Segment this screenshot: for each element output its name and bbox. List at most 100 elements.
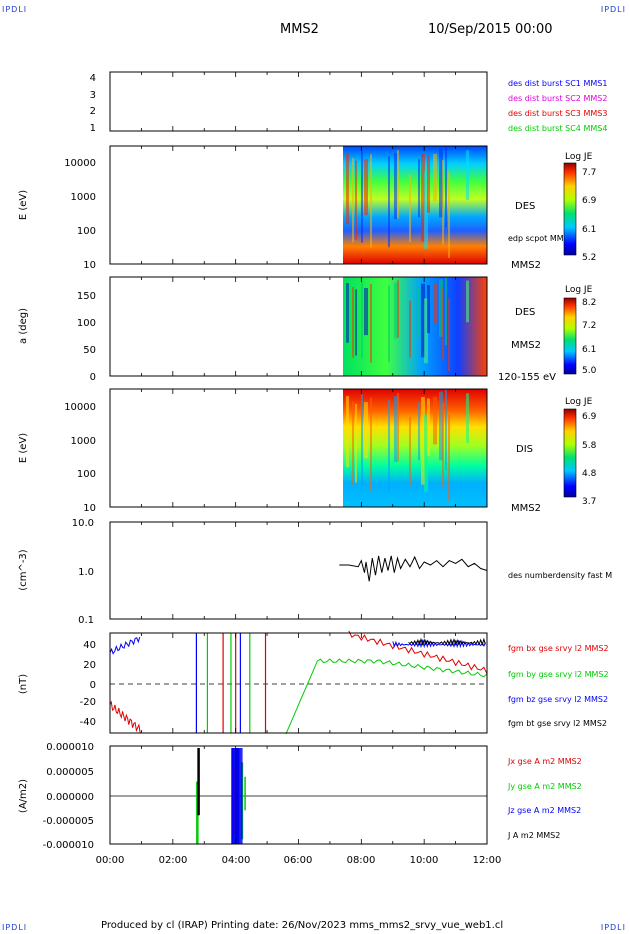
legend: des dist burst SC1 MMS1 des dist burst S… [508, 79, 607, 133]
spectrogram-cell [361, 394, 363, 486]
spectrogram-cell [448, 171, 450, 259]
colorbar-ticks: 6.9 5.8 4.8 3.7 [582, 412, 597, 507]
spectrogram-cell [388, 156, 390, 248]
density-series-line [339, 555, 488, 582]
colorbar-tick: 6.1 [582, 225, 596, 235]
spectrogram-cell [421, 153, 425, 242]
spectrogram-cell [364, 402, 368, 459]
colorbar-tick: 6.9 [582, 196, 597, 206]
instrument-label: DES [515, 201, 535, 212]
y-axis-label: (nT) [18, 674, 29, 694]
spectrogram-cell [394, 395, 397, 463]
legend: Jx gse A m2 MMS2 Jy gse A m2 MMS2 Jz gse… [507, 757, 582, 840]
spectrogram-cell [466, 280, 469, 323]
plot-date: 10/Sep/2015 00:00 [428, 22, 553, 37]
spacecraft-label: MMS2 [511, 340, 541, 351]
spectrogram-cell [397, 150, 399, 219]
bx-trace [348, 630, 488, 675]
y-axis-label: a (deg) [18, 308, 29, 344]
spectrogram-cell [352, 401, 354, 486]
spectrogram-cell [352, 158, 354, 243]
spacecraft-label: MMS2 [511, 503, 541, 514]
y-axis-label: E (eV) [18, 190, 29, 220]
spectrogram-cell [433, 396, 437, 445]
y-tick-label: 40 [83, 640, 96, 651]
y-tick-label: 100 [77, 226, 96, 237]
spacecraft-panel: 1 2 3 4 des dist burst SC1 MMS1 des dist… [90, 71, 607, 134]
legend-entry-j: J A m2 MMS2 [507, 831, 560, 840]
y-tick-label: 10000 [64, 158, 96, 169]
current-density-series [110, 748, 487, 844]
y-tick-label: 1000 [71, 192, 96, 203]
spacecraft-label: MMS2 [511, 260, 541, 271]
spectrogram-cell [397, 393, 399, 462]
y-axis-label: (A/m2) [18, 779, 29, 813]
des-energy-panel: E (eV) 10 100 1000 10000 DES edp scpot M… [18, 145, 597, 271]
legend-entry-jz: Jz gse A m2 MMS2 [507, 806, 581, 815]
y-tick-label: 1 [90, 123, 96, 134]
x-tick-label: 02:00 [159, 855, 188, 866]
y-tick-labels: 0 50 100 150 [77, 291, 96, 383]
spectrogram-cell [448, 298, 450, 372]
y-tick-labels: 10 100 1000 10000 [64, 402, 96, 514]
y-tick-label: -0.000005 [43, 816, 94, 827]
des-pitch-panel: a (deg) 0 50 100 150 DES MMS2 120-155 eV… [18, 276, 597, 383]
energy-range-label: 120-155 eV [498, 372, 556, 383]
spectrogram-cell [448, 414, 450, 502]
spectrogram-cell [370, 154, 372, 249]
y-tick-label: 1.0 [78, 567, 94, 578]
spectrogram-cell [361, 151, 363, 243]
spectrogram-cell [355, 403, 357, 483]
spectrogram-cell [442, 402, 444, 488]
bz-trace [392, 638, 486, 649]
spectrogram-cell [364, 159, 368, 216]
legend-entry-mms1: des dist burst SC1 MMS1 [508, 79, 607, 88]
y-tick-label: 10 [83, 503, 96, 514]
dis-energy-panel: E (eV) 10 100 1000 10000 DIS MMS2 Log JE… [18, 388, 597, 514]
spectrogram-cell [397, 280, 399, 338]
colorbar-tick: 5.8 [582, 441, 597, 451]
spectrogram-cell [352, 287, 354, 358]
spectrogram-cell [418, 158, 420, 218]
density-panel: (cm^-3) 0.1 1.0 10.0 des numberdensity f… [18, 518, 612, 626]
spectrogram-cell [418, 287, 420, 337]
spectrogram-cell [442, 159, 444, 245]
legend-entry-jx: Jx gse A m2 MMS2 [507, 757, 582, 766]
magnetic-field-panel: (nT) -40 -20 0 20 40 fgm bx gse srvy l2 … [18, 630, 609, 735]
current-burst-region [231, 748, 243, 844]
spectrogram-cell [346, 153, 349, 225]
colorbar [563, 162, 577, 256]
spectrogram-cell [409, 417, 411, 486]
y-tick-label: 20 [83, 660, 96, 671]
colorbar [563, 297, 577, 375]
spectrogram-cell [364, 287, 368, 336]
y-tick-label: 0.000005 [46, 767, 94, 778]
y-tick-label: 0 [90, 372, 96, 383]
colorbar-ticks: 8.2 7.2 6.1 5.0 [582, 298, 597, 376]
spectrogram-cell [424, 171, 428, 249]
y-tick-label: 100 [77, 469, 96, 480]
spectrogram-cell [418, 401, 420, 461]
spectrogram-cell [427, 285, 430, 334]
spectrogram-cell [409, 174, 411, 243]
x-axis-ticks [109, 72, 488, 844]
spectrogram-cell [424, 298, 428, 364]
colorbar-tick: 5.2 [582, 253, 596, 263]
spectrogram-cell [442, 288, 444, 360]
corner-label-top-right: IPDLI [600, 5, 626, 14]
spectrogram-cell [445, 277, 447, 346]
spectrogram-cell [346, 396, 349, 468]
y-tick-label: 0.000010 [46, 742, 94, 753]
spectrogram-cell [355, 160, 357, 240]
by-trace [285, 658, 488, 735]
y-tick-label: 2 [90, 106, 96, 117]
spectrogram-cell [346, 283, 349, 343]
x-axis-tick-labels: 00:00 02:00 04:00 06:00 08:00 10:00 12:0… [96, 855, 502, 866]
panel-frame [109, 632, 488, 734]
footer-credits: Produced by cl (IRAP) Printing date: 26/… [101, 920, 504, 931]
panel-frame [109, 521, 488, 620]
spectrogram-cell [433, 283, 437, 324]
des-pitch-variation [346, 277, 469, 372]
corner-label-top-left: IPDLI [2, 5, 28, 14]
